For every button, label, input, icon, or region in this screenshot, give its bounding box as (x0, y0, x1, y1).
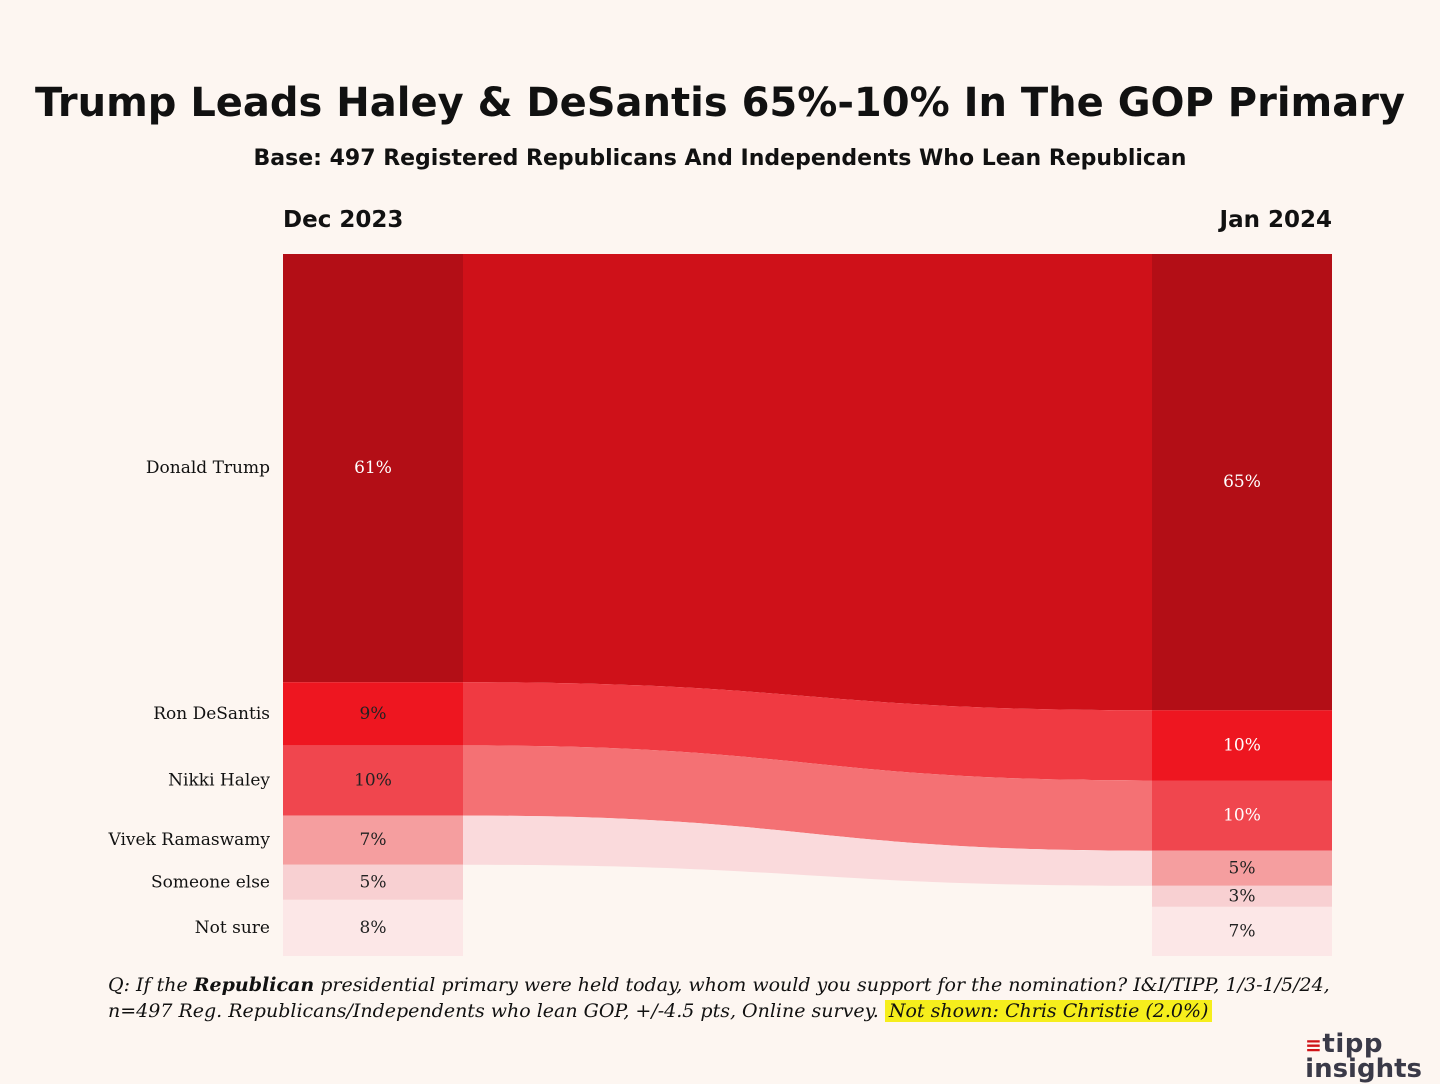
value-label-dec-vivek-ramaswamy: 7% (360, 830, 387, 850)
node-jan-someone-else (1152, 885, 1332, 907)
category-label-nikki-haley: Nikki Haley (168, 771, 270, 791)
node-dec-donald-trump (283, 254, 463, 683)
category-label-donald-trump: Donald Trump (146, 458, 270, 478)
category-label-not-sure: Not sure (195, 918, 270, 938)
value-label-dec-donald-trump: 61% (354, 458, 392, 478)
value-label-jan-donald-trump: 65% (1223, 472, 1261, 492)
node-dec-someone-else (283, 864, 463, 900)
footnote-question-prefix: Q: If the (108, 974, 194, 996)
chart-subtitle: Base: 497 Registered Republicans And Ind… (253, 146, 1187, 171)
tipp-insights-logo: ≡tipp insights (1305, 1029, 1422, 1084)
node-jan-donald-trump (1152, 254, 1332, 711)
node-dec-vivek-ramaswamy (283, 815, 463, 865)
footnote-highlight: Not shown: Chris Christie (2.0%) (884, 1000, 1213, 1022)
footnote-question-rest: presidential primary were held today, wh… (108, 974, 1330, 1022)
category-label-vivek-ramaswamy: Vivek Ramaswamy (108, 830, 271, 850)
node-jan-not-sure (1152, 906, 1332, 956)
node-dec-nikki-haley (283, 745, 463, 816)
period-label-dec-2023: Dec 2023 (283, 207, 404, 233)
period-label-jan-2024: Jan 2024 (1219, 207, 1332, 233)
value-label-jan-not-sure: 7% (1229, 921, 1256, 941)
flow-vivek-ramaswamy (463, 815, 1152, 886)
value-label-jan-vivek-ramaswamy: 5% (1229, 858, 1256, 878)
category-label-ron-desantis: Ron DeSantis (153, 704, 270, 724)
footnote-question-bold: Republican (193, 974, 315, 996)
logo-line-2: insights (1305, 1054, 1422, 1084)
value-label-jan-someone-else: 3% (1229, 886, 1256, 906)
value-label-jan-ron-desantis: 10% (1223, 735, 1261, 755)
node-jan-nikki-haley (1152, 780, 1332, 851)
node-dec-not-sure (283, 899, 463, 956)
logo-mark-icon: ≡ (1305, 1033, 1323, 1057)
chart-title: Trump Leads Haley & DeSantis 65%-10% In … (34, 80, 1406, 126)
value-label-jan-nikki-haley: 10% (1223, 806, 1261, 826)
flow-ron-desantis (463, 682, 1152, 781)
node-dec-ron-desantis (283, 682, 463, 746)
category-label-someone-else: Someone else (151, 872, 270, 892)
node-jan-vivek-ramaswamy (1152, 850, 1332, 886)
node-jan-ron-desantis (1152, 710, 1332, 781)
flow-donald-trump (463, 254, 1152, 711)
value-label-dec-nikki-haley: 10% (354, 771, 392, 791)
value-label-dec-someone-else: 5% (360, 872, 387, 892)
value-label-dec-not-sure: 8% (360, 918, 387, 938)
logo-line-1: tipp (1322, 1029, 1383, 1059)
footnote: Q: If the Republican presidential primar… (108, 972, 1348, 1024)
flow-nikki-haley (463, 745, 1152, 851)
value-label-dec-ron-desantis: 9% (360, 704, 387, 724)
